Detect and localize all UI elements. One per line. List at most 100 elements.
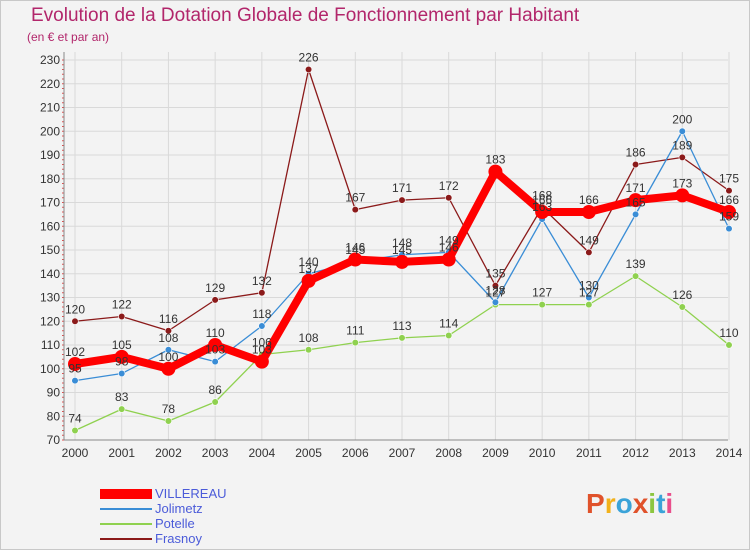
data-point-frasnoy xyxy=(71,317,79,325)
data-label: 149 xyxy=(579,233,599,247)
data-point-frasnoy xyxy=(445,194,453,202)
legend-swatch-jolimetz xyxy=(100,507,152,510)
data-label: 137 xyxy=(299,262,319,276)
chart-subtitle: (en € et par an) xyxy=(27,30,110,44)
data-point-potelle xyxy=(445,331,453,340)
data-label: 175 xyxy=(719,172,739,186)
data-label: 145 xyxy=(392,243,412,257)
legend-label: Frasnoy xyxy=(155,531,202,546)
y-tick-label: 140 xyxy=(40,267,60,281)
data-label: 127 xyxy=(485,286,505,300)
data-point-frasnoy xyxy=(164,327,173,335)
data-label: 83 xyxy=(115,390,129,404)
data-label: 127 xyxy=(579,286,599,300)
data-label: 128 xyxy=(485,283,505,297)
data-point-villereau xyxy=(675,188,690,203)
data-label: 173 xyxy=(672,176,692,190)
data-point-potelle xyxy=(164,417,173,425)
logo-letter: x xyxy=(632,488,649,519)
data-point-frasnoy xyxy=(491,282,500,290)
y-tick-label: 180 xyxy=(40,172,60,186)
data-label: 149 xyxy=(439,233,459,247)
data-label: 168 xyxy=(532,188,552,202)
data-point-frasnoy xyxy=(631,160,640,169)
x-tick-label: 2012 xyxy=(622,446,649,460)
chart-title: Evolution de la Dotation Globale de Fonc… xyxy=(31,5,580,26)
y-tick-label: 220 xyxy=(40,77,60,91)
data-point-jolimetz xyxy=(164,346,173,354)
data-label: 116 xyxy=(159,312,178,326)
x-tick-label: 2005 xyxy=(295,446,322,460)
data-label: 108 xyxy=(158,331,178,345)
y-tick-label: 90 xyxy=(47,386,61,400)
data-point-jolimetz xyxy=(678,127,686,135)
data-label: 111 xyxy=(346,324,365,338)
data-label: 102 xyxy=(65,345,85,359)
data-label: 171 xyxy=(392,181,412,195)
data-label: 145 xyxy=(345,243,365,257)
data-point-villereau xyxy=(395,254,409,269)
data-point-jolimetz xyxy=(71,377,79,385)
logo-letter: t xyxy=(656,488,666,519)
data-point-villereau xyxy=(254,354,269,369)
data-label: 105 xyxy=(112,338,132,352)
data-label: 183 xyxy=(485,153,505,167)
legend-item: VILLEREAU xyxy=(100,486,227,501)
logo-letter: P xyxy=(586,488,605,519)
data-point-jolimetz xyxy=(725,225,733,233)
data-label: 146 xyxy=(345,241,365,255)
data-label: 200 xyxy=(672,112,692,126)
data-point-villereau xyxy=(208,338,223,352)
y-tick-label: 210 xyxy=(40,101,60,115)
data-label: 186 xyxy=(626,146,646,160)
data-point-frasnoy xyxy=(258,289,266,297)
data-point-jolimetz xyxy=(258,322,266,330)
data-label: 146 xyxy=(439,241,459,255)
data-label: 98 xyxy=(115,355,129,369)
data-point-frasnoy xyxy=(211,296,219,304)
data-label: 140 xyxy=(299,255,319,269)
x-tick-label: 2007 xyxy=(389,446,416,460)
x-tick-label: 2000 xyxy=(62,446,89,460)
data-point-villereau xyxy=(441,252,456,267)
data-point-jolimetz xyxy=(631,210,640,218)
data-point-potelle xyxy=(351,339,359,347)
data-point-potelle xyxy=(678,303,686,311)
x-tick-label: 2003 xyxy=(202,446,229,460)
y-tick-label: 70 xyxy=(47,433,61,447)
y-tick-label: 170 xyxy=(40,196,60,210)
data-point-potelle xyxy=(304,346,313,354)
data-label: 167 xyxy=(345,191,365,205)
data-point-jolimetz xyxy=(585,293,593,302)
data-point-frasnoy xyxy=(351,206,359,214)
legend-label: Potelle xyxy=(155,516,195,531)
data-point-villereau xyxy=(161,361,176,376)
data-label: 132 xyxy=(252,274,272,288)
y-tick-label: 110 xyxy=(41,338,60,352)
data-label: 78 xyxy=(162,402,176,416)
data-point-villereau xyxy=(68,357,82,371)
legend-label: Jolimetz xyxy=(155,501,203,516)
data-point-villereau xyxy=(114,349,129,364)
data-point-villereau xyxy=(722,205,736,219)
legend-swatch-villereau xyxy=(100,488,152,499)
x-tick-label: 2008 xyxy=(435,446,462,460)
data-label: 108 xyxy=(299,331,319,345)
data-label: 163 xyxy=(532,200,552,214)
proxiti-logo: Proxiti xyxy=(586,488,673,520)
data-label: 166 xyxy=(719,193,739,207)
x-tick-label: 2002 xyxy=(155,446,182,460)
data-label: 126 xyxy=(672,288,692,302)
data-label: 95 xyxy=(68,362,82,376)
data-label: 129 xyxy=(205,281,225,295)
legend: VILLEREAU Jolimetz Potelle Frasnoy xyxy=(100,486,227,546)
x-tick-label: 2014 xyxy=(716,446,743,460)
logo-letter: o xyxy=(615,488,633,519)
data-label: 106 xyxy=(252,336,272,350)
data-label: 148 xyxy=(392,236,412,250)
data-point-jolimetz xyxy=(118,369,126,378)
data-point-villereau xyxy=(581,205,596,219)
data-label: 100 xyxy=(158,350,178,364)
data-label: 110 xyxy=(206,326,225,340)
data-label: 172 xyxy=(439,179,459,193)
